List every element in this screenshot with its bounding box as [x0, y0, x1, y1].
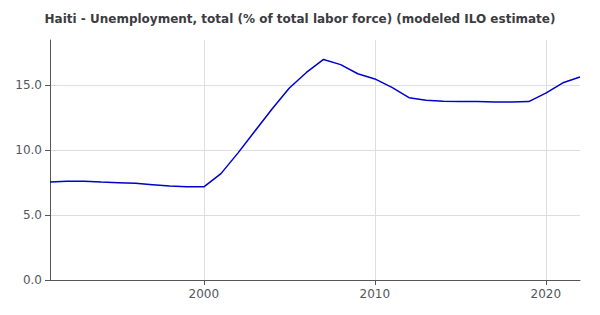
svg-text:5.0: 5.0 — [23, 208, 42, 222]
svg-text:Haiti - Unemployment, total (%: Haiti - Unemployment, total (% of total … — [45, 12, 556, 26]
svg-text:0.0: 0.0 — [23, 273, 42, 287]
svg-text:10.0: 10.0 — [15, 143, 42, 157]
svg-text:2020: 2020 — [531, 287, 562, 301]
svg-text:2000: 2000 — [189, 287, 220, 301]
svg-text:15.0: 15.0 — [15, 78, 42, 92]
svg-text:2010: 2010 — [360, 287, 391, 301]
